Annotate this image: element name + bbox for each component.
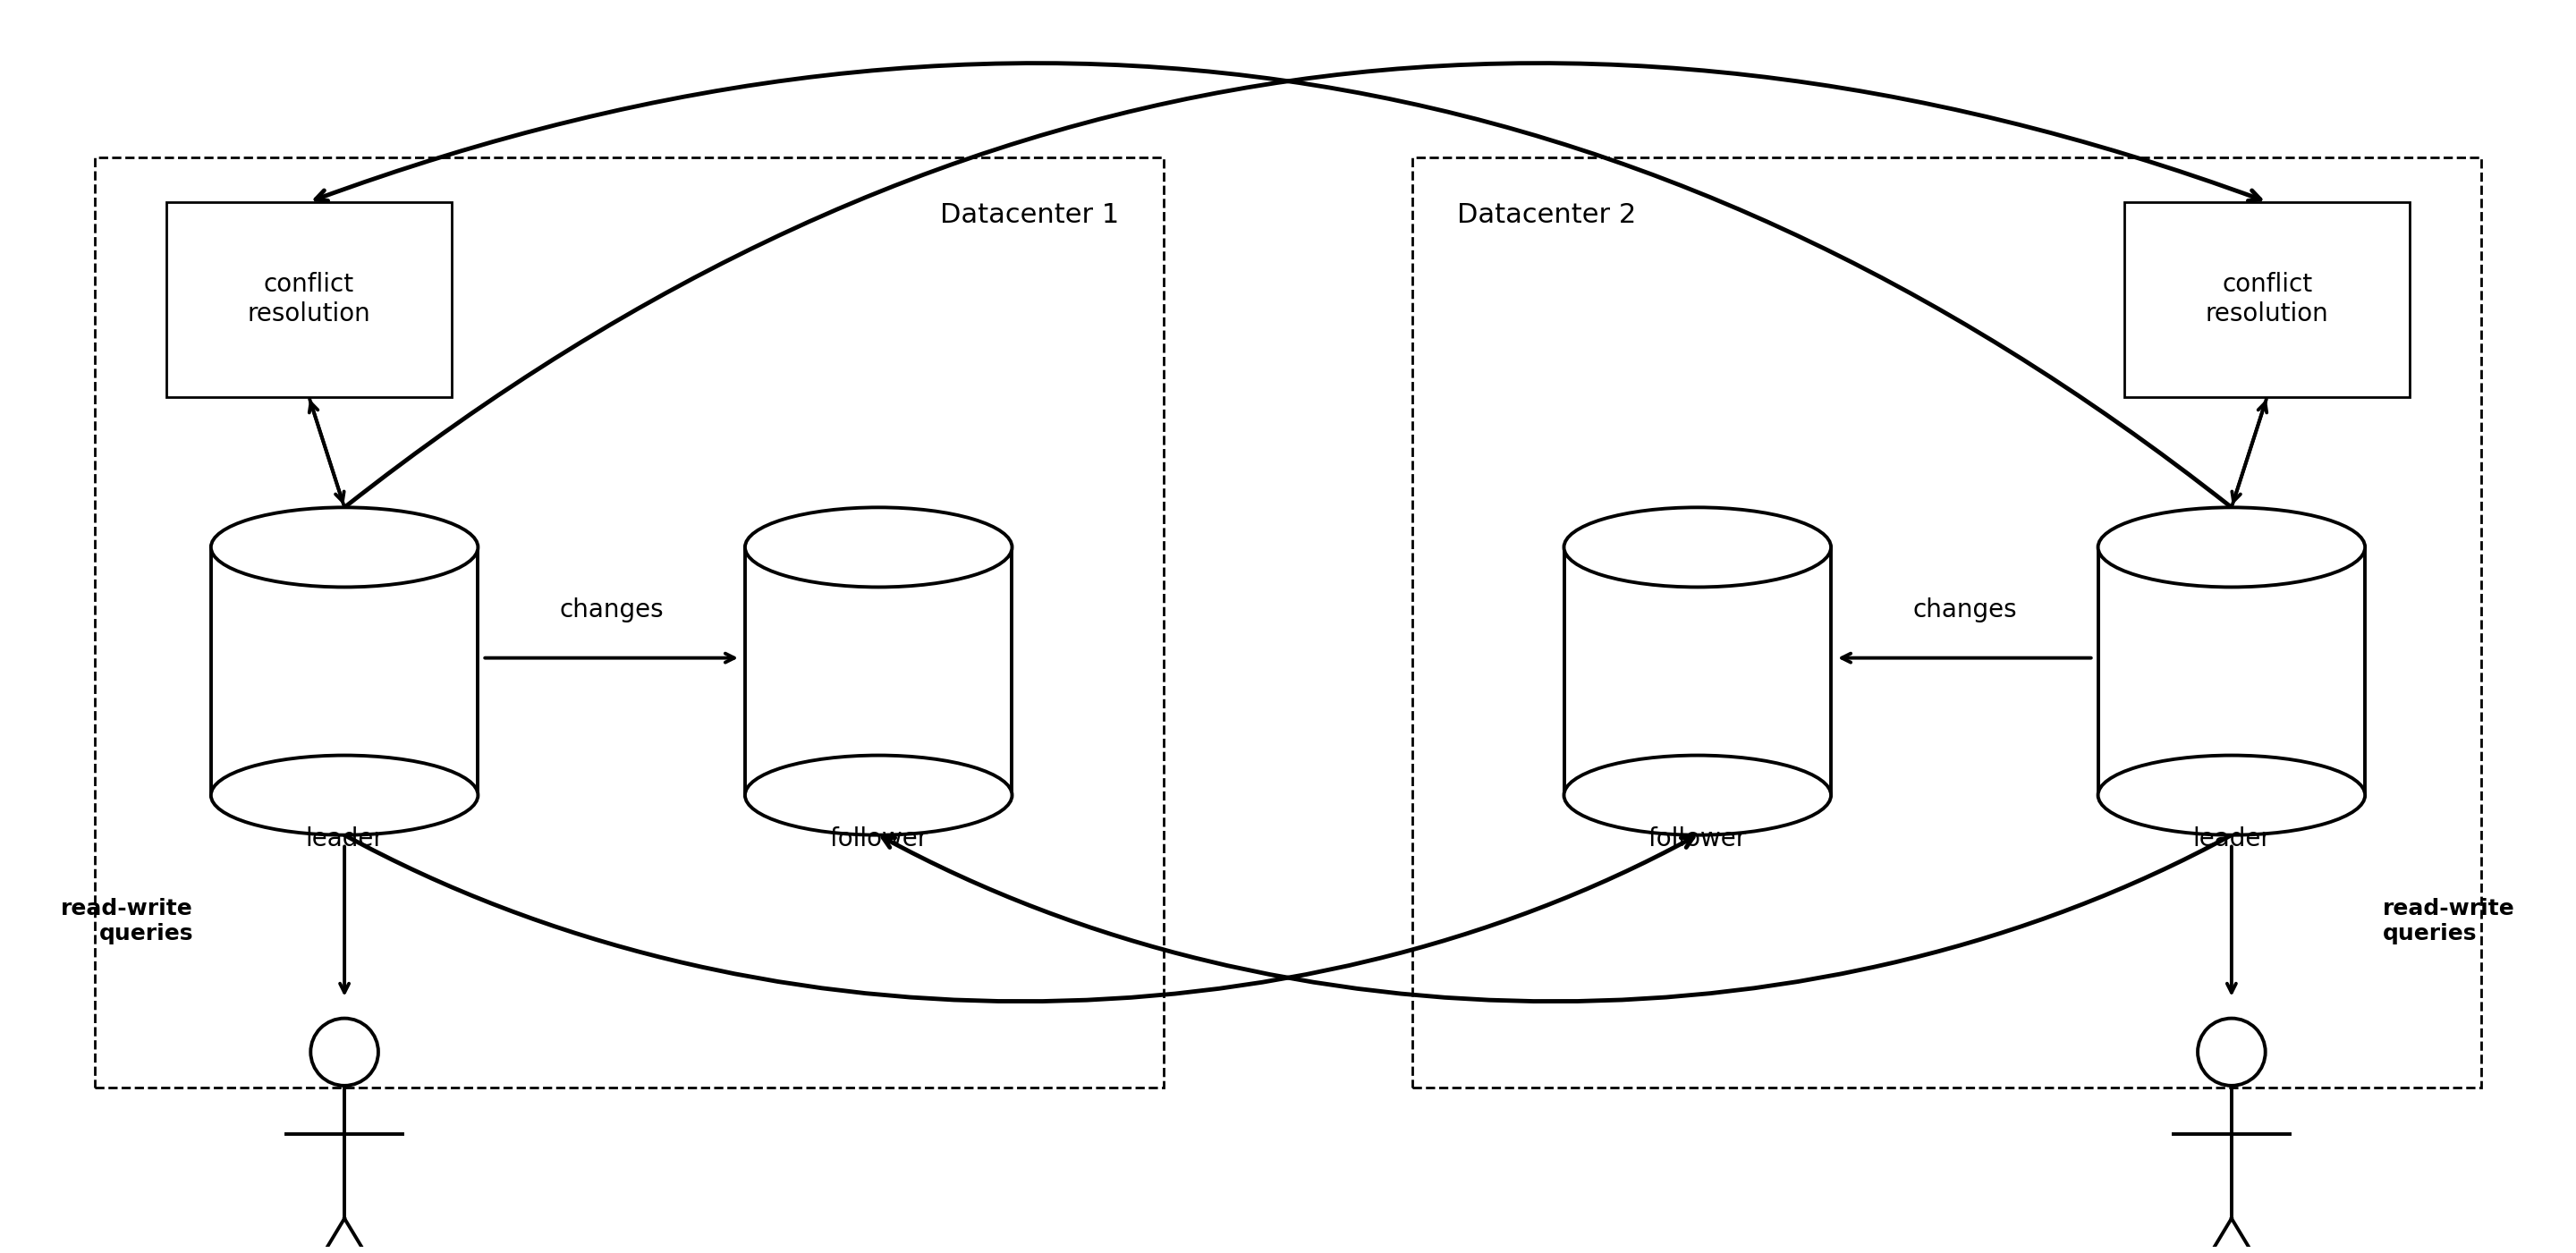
Circle shape (312, 1019, 379, 1085)
Ellipse shape (2097, 756, 2365, 834)
Text: conflict
resolution: conflict resolution (2205, 272, 2329, 326)
Bar (95, 158, 1164, 1088)
Text: leader: leader (304, 826, 384, 851)
FancyArrowPatch shape (345, 834, 1692, 1001)
Polygon shape (211, 548, 479, 796)
Text: read-write
queries: read-write queries (2383, 898, 2514, 945)
FancyArrowPatch shape (884, 834, 2231, 1001)
Text: Datacenter 1: Datacenter 1 (940, 202, 1118, 228)
Circle shape (2197, 1019, 2264, 1085)
Ellipse shape (1564, 507, 1832, 588)
Ellipse shape (211, 507, 479, 588)
Text: leader: leader (2192, 826, 2272, 851)
Text: follower: follower (829, 826, 927, 851)
Ellipse shape (2097, 507, 2365, 588)
Bar (2125, 202, 2409, 397)
Bar (1412, 158, 2481, 1088)
Ellipse shape (744, 507, 1012, 588)
Text: read-write
queries: read-write queries (62, 898, 193, 945)
Ellipse shape (744, 756, 1012, 834)
FancyArrowPatch shape (317, 63, 2231, 506)
Text: conflict
resolution: conflict resolution (247, 272, 371, 326)
Text: changes: changes (559, 598, 665, 623)
Polygon shape (2097, 548, 2365, 796)
Ellipse shape (1564, 756, 1832, 834)
Ellipse shape (211, 756, 479, 834)
FancyArrowPatch shape (345, 63, 2259, 506)
Text: follower: follower (1649, 826, 1747, 851)
Bar (167, 202, 451, 397)
Text: Datacenter 2: Datacenter 2 (1458, 202, 1636, 228)
Text: changes: changes (1911, 598, 2017, 623)
Polygon shape (744, 548, 1012, 796)
Polygon shape (1564, 548, 1832, 796)
